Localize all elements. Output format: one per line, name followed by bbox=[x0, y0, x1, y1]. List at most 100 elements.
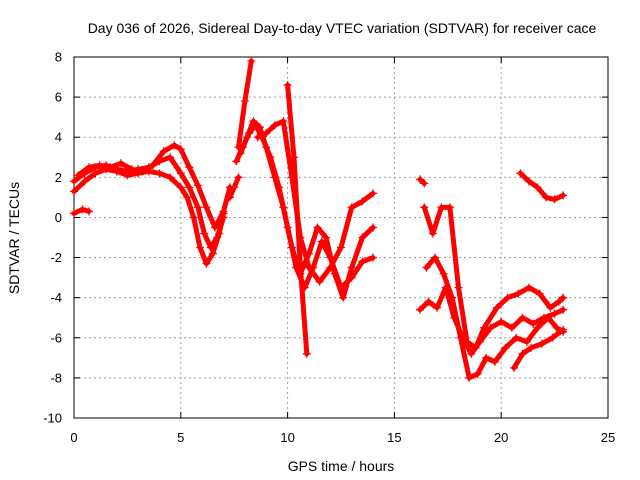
data-point bbox=[330, 269, 339, 278]
series-arc-9 bbox=[283, 81, 311, 358]
data-point bbox=[193, 181, 202, 190]
data-point bbox=[533, 183, 542, 192]
data-point bbox=[219, 207, 228, 216]
data-point bbox=[337, 243, 345, 252]
data-point bbox=[240, 97, 249, 106]
series-trace bbox=[285, 82, 310, 357]
data-point bbox=[524, 177, 533, 186]
data-point bbox=[420, 203, 429, 212]
data-series bbox=[70, 57, 568, 382]
data-point bbox=[439, 269, 448, 278]
data-point bbox=[454, 283, 463, 292]
data-point bbox=[559, 325, 568, 334]
data-point bbox=[358, 197, 367, 206]
data-point bbox=[322, 233, 331, 242]
data-point bbox=[279, 203, 288, 212]
data-point bbox=[213, 233, 222, 242]
data-point bbox=[176, 145, 185, 154]
data-point bbox=[518, 313, 527, 322]
data-point bbox=[196, 243, 205, 252]
series-trace bbox=[421, 204, 566, 351]
data-point bbox=[433, 303, 442, 312]
data-point bbox=[518, 349, 527, 358]
data-point bbox=[358, 233, 367, 242]
data-point bbox=[529, 319, 538, 328]
data-point bbox=[84, 163, 93, 172]
series-trace bbox=[423, 255, 566, 381]
data-point bbox=[467, 349, 476, 358]
x-tick-label: 0 bbox=[70, 430, 77, 445]
data-point bbox=[279, 117, 288, 126]
series-arc-13 bbox=[420, 203, 568, 352]
data-point bbox=[78, 205, 87, 214]
data-point bbox=[249, 117, 258, 126]
data-point bbox=[287, 243, 296, 252]
data-point bbox=[507, 323, 516, 332]
data-point bbox=[270, 173, 279, 182]
data-point bbox=[465, 373, 474, 382]
data-point bbox=[202, 203, 211, 212]
x-axis-label: GPS time / hours bbox=[288, 458, 395, 474]
y-axis-label: SDTVAR / TECUs bbox=[6, 182, 22, 294]
data-point bbox=[544, 313, 553, 322]
data-point bbox=[138, 167, 147, 176]
data-point bbox=[347, 203, 356, 212]
data-point bbox=[95, 161, 104, 170]
axis-ticks: 0 5 10 15 20 25 -10 -8 -6 -4 -2 0 2 4 6 8 bbox=[43, 50, 615, 446]
data-point bbox=[230, 183, 239, 192]
data-point bbox=[522, 337, 531, 346]
series-arc-1 bbox=[70, 165, 228, 268]
y-tick-label: 4 bbox=[55, 130, 62, 145]
data-point bbox=[430, 253, 439, 262]
data-point bbox=[512, 333, 521, 342]
data-point bbox=[170, 141, 179, 150]
data-point bbox=[116, 159, 125, 168]
data-point bbox=[550, 195, 559, 204]
data-point bbox=[225, 193, 234, 202]
data-point bbox=[420, 179, 429, 188]
data-point bbox=[456, 333, 465, 342]
data-point bbox=[127, 165, 136, 174]
data-point bbox=[185, 163, 194, 172]
data-point bbox=[546, 303, 555, 312]
y-tick-label: 6 bbox=[55, 90, 62, 105]
data-point bbox=[535, 289, 544, 298]
data-point bbox=[552, 323, 561, 332]
data-point bbox=[210, 223, 219, 232]
data-point bbox=[473, 369, 482, 378]
data-point bbox=[424, 297, 433, 306]
data-point bbox=[559, 305, 568, 314]
data-point bbox=[193, 203, 202, 212]
data-point bbox=[497, 317, 506, 326]
data-point bbox=[149, 161, 158, 170]
data-point bbox=[510, 363, 519, 372]
x-tick-label: 25 bbox=[601, 430, 615, 445]
series-arc-14 bbox=[416, 175, 429, 188]
y-tick-label: -2 bbox=[50, 250, 62, 265]
data-point bbox=[448, 293, 457, 302]
y-tick-label: 0 bbox=[55, 210, 62, 225]
plot-frame bbox=[73, 56, 609, 419]
data-point bbox=[313, 223, 322, 232]
series-arc-3 bbox=[74, 141, 234, 232]
data-point bbox=[501, 343, 510, 352]
data-point bbox=[206, 243, 215, 252]
data-point bbox=[208, 249, 217, 258]
data-point bbox=[247, 57, 256, 66]
series-trace bbox=[417, 285, 566, 357]
y-tick-label: -6 bbox=[50, 330, 62, 345]
series-arc-15 bbox=[516, 169, 568, 204]
data-point bbox=[480, 323, 489, 332]
data-point bbox=[492, 303, 501, 312]
data-point bbox=[176, 169, 185, 178]
data-point bbox=[358, 257, 367, 266]
series-trace bbox=[517, 170, 566, 202]
data-point bbox=[482, 353, 491, 362]
series-arc-12 bbox=[422, 253, 568, 382]
data-point bbox=[236, 149, 245, 158]
data-point bbox=[74, 171, 83, 180]
data-point bbox=[270, 121, 279, 130]
y-tick-label: 8 bbox=[55, 50, 62, 65]
data-point bbox=[369, 223, 378, 232]
data-point bbox=[559, 191, 568, 200]
